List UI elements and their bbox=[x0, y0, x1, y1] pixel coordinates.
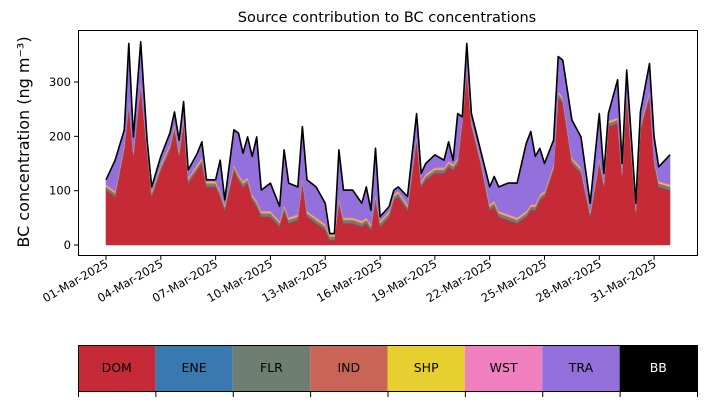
legend-frame bbox=[78, 345, 698, 392]
y-tick-label: 200 bbox=[49, 129, 71, 143]
area-dom bbox=[105, 73, 671, 246]
legend-label-dom: DOM bbox=[102, 360, 132, 375]
y-tick-label: 300 bbox=[49, 75, 71, 89]
legend-label-ind: IND bbox=[337, 360, 360, 375]
y-tick-label: 100 bbox=[49, 184, 71, 198]
legend-label-bb: BB bbox=[650, 360, 667, 375]
total-line-bb bbox=[105, 40, 671, 235]
legend-swatch-flr bbox=[232, 345, 311, 392]
total-line-group bbox=[105, 40, 671, 235]
chart-title: Source contribution to BC concentrations bbox=[238, 10, 536, 26]
legend-colorbar: DOM ENE FLR IND SHP WST TRA BB bbox=[78, 345, 698, 397]
y-tick-label: 0 bbox=[64, 238, 71, 252]
legend-swatch-bb bbox=[619, 345, 697, 392]
y-axis: 0 100 200 300 bbox=[49, 75, 78, 252]
legend-label-ene: ENE bbox=[181, 360, 206, 375]
legend-swatch-tra bbox=[542, 345, 620, 392]
legend-label-shp: SHP bbox=[414, 360, 439, 375]
y-axis-label: BC concentration (ng m⁻³) bbox=[14, 36, 33, 247]
plot-frame bbox=[78, 30, 698, 256]
legend-swatch-ind bbox=[310, 345, 388, 392]
legend-swatch-wst bbox=[464, 345, 543, 392]
legend-label-flr: FLR bbox=[260, 360, 283, 375]
stacked-areas bbox=[105, 41, 671, 246]
legend-swatch-shp bbox=[387, 345, 465, 392]
legend-swatch-dom bbox=[78, 345, 156, 392]
legend-label-wst: WST bbox=[490, 360, 518, 375]
legend-label-tra: TRA bbox=[568, 360, 594, 375]
legend-swatch-ene bbox=[155, 345, 233, 392]
x-axis: 01-Mar-202504-Mar-202507-Mar-202510-Mar-… bbox=[40, 256, 659, 305]
